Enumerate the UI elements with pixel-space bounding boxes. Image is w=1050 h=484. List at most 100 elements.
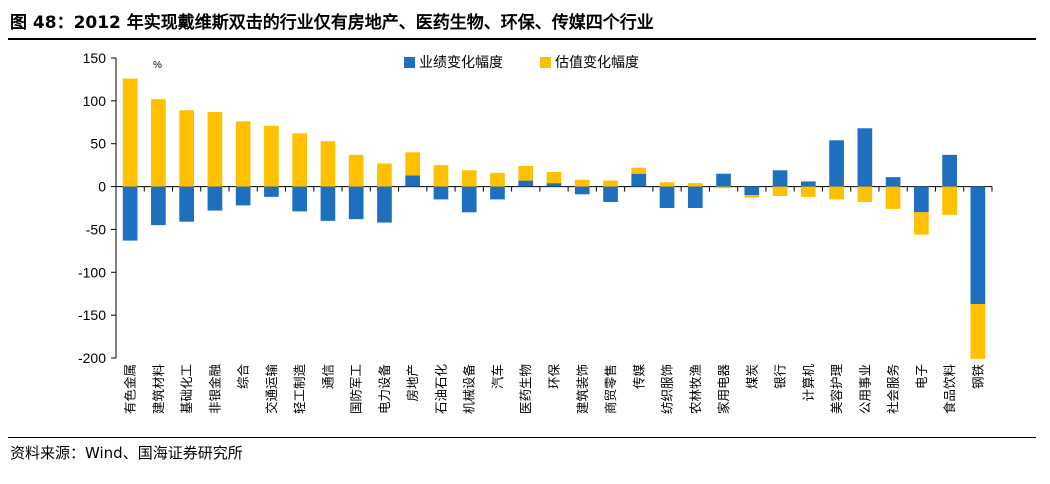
- bar-valuation: [179, 110, 194, 187]
- chart-title: 图 48：2012 年实现戴维斯双击的行业仅有房地产、医药生物、环保、传媒四个行…: [10, 13, 654, 33]
- category-label: 医药生物: [518, 364, 533, 414]
- bar-valuation: [546, 172, 562, 184]
- legend-swatch-valuation: [540, 57, 551, 68]
- bars: [122, 78, 986, 359]
- bar-earnings: [970, 186, 986, 304]
- bar-valuation: [716, 186, 731, 189]
- bar-earnings: [179, 186, 194, 222]
- bar-valuation: [603, 180, 618, 187]
- bar-valuation: [772, 186, 788, 196]
- bar-valuation: [857, 186, 873, 202]
- category-label: 汽车: [490, 364, 505, 389]
- bar-earnings: [857, 128, 873, 187]
- y-tick-label: -150: [78, 307, 106, 323]
- bar-valuation: [687, 183, 703, 187]
- bar-earnings: [151, 186, 166, 226]
- bar-earnings: [829, 140, 844, 187]
- category-label: 电子: [914, 364, 929, 389]
- bar-earnings: [942, 154, 957, 187]
- category-label: 商贸零售: [603, 364, 618, 414]
- category-label: 综合: [236, 364, 251, 390]
- y-tick-label: 50: [90, 136, 106, 152]
- bar-valuation: [914, 212, 929, 235]
- category-label: 机械设备: [462, 364, 477, 415]
- bar-valuation: [659, 182, 675, 187]
- bar-valuation: [292, 133, 308, 187]
- category-label: 传媒: [631, 364, 646, 390]
- bar-earnings: [320, 186, 336, 221]
- bar-earnings: [490, 186, 505, 200]
- category-label: 国防军工: [349, 364, 364, 414]
- bar-valuation: [348, 154, 364, 187]
- bar-valuation: [405, 152, 421, 176]
- bar-valuation: [207, 112, 223, 187]
- category-label: 农林牧渔: [688, 364, 703, 414]
- bar-valuation: [490, 172, 505, 187]
- legend-label-earnings: 业绩变化幅度: [419, 55, 503, 71]
- category-label: 家用电器: [716, 364, 731, 415]
- legend-swatch-earnings: [404, 57, 415, 68]
- category-label: 有色金属: [123, 364, 138, 414]
- bar-earnings: [885, 177, 901, 187]
- bar-earnings: [716, 173, 731, 187]
- y-tick-label: -200: [78, 350, 106, 366]
- legend-label-valuation: 估值变化幅度: [555, 55, 639, 71]
- category-label: 环保: [547, 364, 562, 390]
- bar-valuation: [800, 186, 816, 197]
- axes: 150 100 50 0 -50 -100 -150 -200: [78, 50, 993, 366]
- bar-earnings: [603, 186, 618, 202]
- bar-earnings: [461, 186, 477, 213]
- bar-valuation: [518, 166, 534, 181]
- category-label: 基础化工: [179, 364, 194, 414]
- bar-valuation: [264, 125, 279, 187]
- source-divider: [8, 437, 1036, 438]
- bar-earnings: [518, 180, 534, 187]
- category-label: 计算机: [801, 364, 816, 402]
- title-divider: [8, 38, 1036, 40]
- bar-earnings: [235, 186, 251, 206]
- bar-earnings: [348, 186, 364, 220]
- category-label: 电力设备: [377, 364, 392, 415]
- bar-earnings: [122, 186, 138, 241]
- category-label: 轻工制造: [292, 364, 307, 415]
- bar-valuation: [885, 186, 901, 209]
- bar-valuation: [433, 165, 449, 187]
- category-label: 公用事业: [857, 364, 872, 414]
- bar-valuation: [461, 170, 477, 187]
- source-note: 资料来源：Wind、国海证券研究所: [10, 444, 243, 462]
- category-label: 建筑材料: [151, 364, 166, 415]
- category-label: 煤炭: [744, 364, 759, 389]
- y-tick-label: 0: [98, 179, 106, 195]
- unit-label: %: [153, 60, 162, 71]
- category-labels: 有色金属 建筑材料 基础化工 非银金融 综合 交通运输 轻工制造 通信 国防军工 电力设备 房地产石…: [123, 364, 986, 415]
- category-label: 社会服务: [886, 364, 901, 414]
- bar-earnings: [405, 175, 421, 187]
- category-label: 建筑装饰: [575, 364, 590, 414]
- bar-earnings: [546, 183, 562, 187]
- category-label: 交通运输: [264, 364, 279, 415]
- bar-valuation: [377, 163, 392, 187]
- bar-earnings: [800, 181, 816, 187]
- y-tick-label: -50: [86, 221, 106, 237]
- bar-valuation: [574, 179, 590, 187]
- bar-earnings: [574, 186, 590, 195]
- bar-earnings: [292, 186, 308, 212]
- bar-earnings: [772, 170, 788, 187]
- bar-valuation: [151, 99, 166, 187]
- bar-valuation: [942, 186, 957, 215]
- category-label: 房地产: [405, 364, 420, 402]
- category-label: 石油石化: [433, 364, 448, 415]
- y-tick-label: 150: [83, 50, 107, 66]
- category-label: 非银金融: [207, 364, 222, 415]
- bar-earnings: [744, 186, 760, 196]
- bar-valuation: [829, 186, 844, 200]
- bar-valuation: [122, 78, 138, 187]
- category-label: 纺织服饰: [660, 364, 675, 414]
- bar-valuation: [970, 304, 986, 359]
- legend: 业绩变化幅度 估值变化幅度: [404, 55, 639, 71]
- y-tick-label: -100: [78, 264, 106, 280]
- bar-valuation: [631, 167, 647, 174]
- bar-earnings: [207, 186, 223, 211]
- bar-earnings: [687, 186, 703, 208]
- bar-earnings: [264, 186, 279, 197]
